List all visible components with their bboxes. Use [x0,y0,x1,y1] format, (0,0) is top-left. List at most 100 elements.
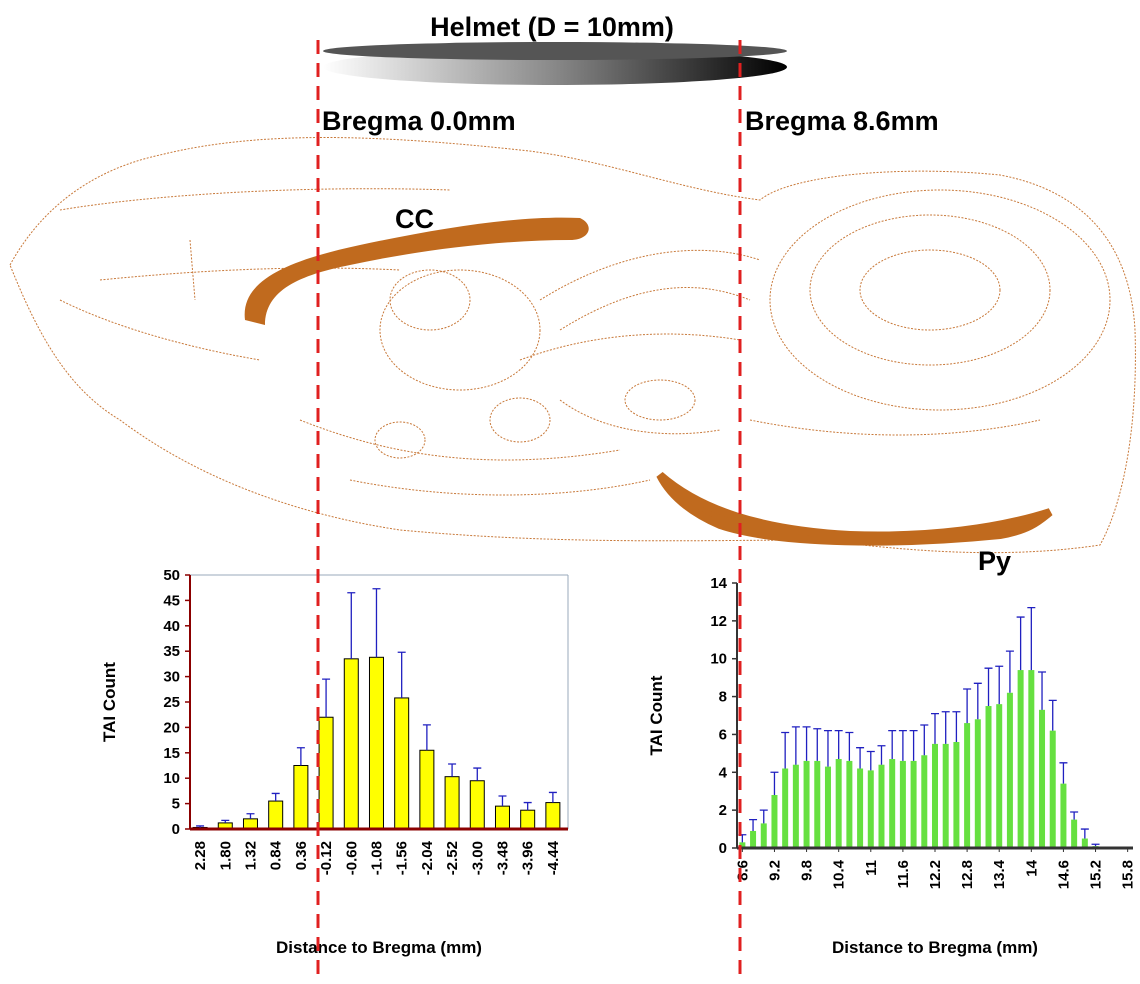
bar [520,809,536,830]
bar [814,760,821,848]
y-tick-label: 0 [719,840,727,857]
bar [1017,670,1024,848]
bar [910,760,917,848]
bar [1028,670,1035,848]
x-tick-label: 8.6 [734,860,751,881]
y-tick-label: 14 [710,575,727,592]
error-bar [271,792,280,802]
y-tick-label: 8 [719,689,727,706]
error-bar [1016,616,1025,671]
error-bar [920,724,929,756]
error-bar [995,665,1004,705]
bar [545,802,561,830]
y-axis-title: TAI Count [100,662,119,742]
bar [857,768,864,848]
error-bar [422,724,431,751]
x-tick-label: 0.36 [293,841,310,870]
error-bar [941,711,950,744]
error-bar [952,711,961,742]
y-tick-label: 4 [719,764,728,781]
error-bar [845,731,854,761]
y-tick-label: 12 [710,613,727,630]
y-tick-label: 45 [163,592,180,609]
error-bar [1070,811,1079,820]
error-bar [1048,699,1057,731]
x-tick-label: 14.6 [1055,860,1072,889]
bar [242,818,258,830]
x-tick-label: 12.8 [959,860,976,889]
error-bar [347,592,356,659]
error-bar [1038,671,1047,710]
bar [974,719,981,848]
error-bar [548,791,557,803]
corpus-callosum [244,217,589,325]
y-tick-label: 10 [163,770,180,787]
x-tick-label: -1.08 [368,841,385,875]
error-bar [448,763,457,777]
error-bar [898,729,907,761]
bar [1071,819,1078,848]
bar [444,776,460,830]
x-tick-label: 15.8 [1120,860,1137,889]
error-bar [1027,606,1036,671]
bar [942,743,949,848]
bar [760,823,767,848]
bar [1039,709,1046,848]
x-tick-label: -0.12 [318,841,335,875]
error-bar [909,729,918,761]
bar [953,742,960,848]
bar [318,716,334,830]
error-bar [963,688,972,724]
bregma-label: Bregma 8.6mm [745,106,939,136]
pyramidal-tract [656,471,1053,546]
error-bar [1080,828,1089,839]
x-tick-label: -3.48 [494,841,511,875]
error-bar [813,728,822,761]
bar [1006,692,1013,848]
x-tick-label: -2.04 [419,840,436,875]
bar [824,766,831,848]
y-tick-label: 30 [163,669,180,686]
error-bar [1091,843,1100,847]
y-tick-label: 2 [719,802,727,819]
bar [419,749,435,830]
error-bar [1005,650,1014,693]
error-bar [523,801,532,811]
bar [782,768,789,848]
x-tick-label: -2.52 [444,841,461,875]
error-bar [759,809,768,824]
y-tick-label: 40 [163,618,180,635]
bar [803,760,810,848]
bar [494,805,510,830]
x-tick-label: 1.80 [217,841,234,870]
x-tick-label: -3.00 [469,841,486,875]
bar [985,706,992,848]
error-bar [791,726,800,765]
x-tick-label: 2.28 [192,841,209,870]
bar [1049,730,1056,848]
bar [1060,783,1067,848]
y-axis-title: TAI Count [647,675,666,755]
error-bar [931,712,939,744]
x-axis-title: Distance to Bregma (mm) [832,938,1038,957]
bar [739,842,746,848]
x-tick-label: -3.96 [520,841,537,875]
error-bar [770,771,779,795]
y-tick-label: 25 [163,694,180,711]
bar [878,764,885,848]
helmet-label: Helmet (D = 10mm) [430,12,674,42]
bregma-label: Bregma 0.0mm [322,106,516,136]
error-bar [372,588,381,658]
y-tick-label: 0 [172,821,180,838]
error-bar [196,825,205,828]
bar [835,759,842,848]
error-bar [246,813,255,819]
bar [293,765,309,830]
bar [846,760,853,848]
error-bar [221,819,230,823]
error-bar [498,795,507,807]
helmet-top [323,42,787,60]
error-bar [877,745,886,765]
region-label: CC [395,204,434,234]
